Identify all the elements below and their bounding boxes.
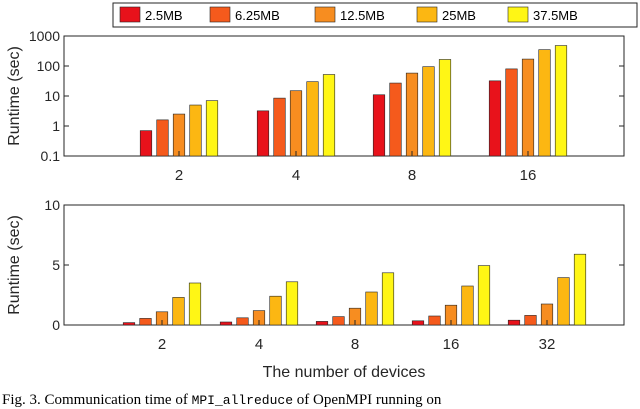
x-tick-label: 8 [351, 336, 359, 353]
bar [411, 320, 425, 326]
caption-prefix: Fig. 3. Communication time of [2, 392, 192, 408]
bar [139, 130, 153, 157]
legend-label: 2.5MB [145, 8, 183, 23]
bottom-y-ticks: 0 5 10 [44, 197, 624, 333]
y-tick-label: 1 [52, 118, 60, 134]
bottom-plot-frame [63, 204, 625, 326]
y-tick-label: 10 [44, 197, 60, 213]
bar [372, 94, 386, 157]
bar [573, 253, 587, 326]
legend-swatch [507, 6, 529, 23]
bar [461, 285, 474, 326]
bar [273, 97, 286, 157]
bar [365, 291, 378, 326]
bar [219, 321, 233, 326]
bar [521, 58, 535, 157]
legend-swatch [314, 6, 336, 23]
bar [306, 81, 319, 157]
x-tick-label: 16 [520, 167, 537, 184]
bar [122, 322, 136, 326]
bar [488, 80, 502, 157]
bar [554, 45, 568, 157]
bar [189, 104, 202, 157]
legend-label: 25MB [442, 8, 476, 23]
top-y-axis-label: Runtime (sec) [6, 46, 23, 146]
bar [538, 49, 551, 157]
y-tick-label: 100 [37, 58, 61, 74]
y-tick-label: 5 [52, 257, 60, 273]
x-tick-label: 4 [255, 336, 263, 353]
bar [405, 72, 419, 157]
legend-box [112, 2, 638, 28]
x-axis-label: The number of devices [263, 364, 426, 381]
bar [438, 59, 452, 157]
bar [507, 319, 521, 326]
legend: 2.5MB 6.25MB 12.5MB 25MB 37.5MB [112, 2, 638, 28]
bar [256, 110, 270, 157]
bottom-runtime-chart: 0 5 10 2 4 8 16 32 Runtime (sec) The number of… [6, 197, 625, 381]
top-y-ticks: 0.1 1 10 100 1000 [29, 28, 624, 164]
bar [315, 321, 329, 326]
legend-label: 37.5MB [533, 8, 578, 23]
bar [172, 113, 186, 157]
x-tick-label: 8 [408, 167, 416, 184]
bar [285, 281, 299, 326]
x-tick-label: 16 [443, 336, 460, 353]
legend-swatch [416, 6, 438, 23]
bar [236, 317, 249, 326]
bar [139, 318, 152, 326]
bar [188, 282, 202, 326]
bar [156, 119, 169, 157]
x-tick-label: 2 [175, 167, 183, 184]
x-tick-label: 4 [292, 167, 300, 184]
bar [428, 315, 441, 326]
bar [524, 315, 537, 326]
y-tick-label: 1000 [29, 28, 60, 44]
bar [172, 297, 185, 326]
bar [332, 316, 345, 326]
x-tick-label: 32 [539, 336, 556, 353]
caption-suffix: of OpenMPI running on [293, 392, 442, 408]
bar [269, 295, 282, 326]
bar [381, 272, 395, 326]
top-x-ticks: 2 4 8 16 [175, 151, 537, 184]
top-bars [139, 45, 568, 157]
figure-caption: Fig. 3. Communication time of MPI_allred… [2, 392, 640, 409]
bar [389, 82, 402, 157]
bottom-bars [122, 253, 587, 326]
legend-label: 6.25MB [235, 8, 280, 23]
bar [557, 277, 570, 326]
bar [289, 90, 303, 157]
bar [477, 265, 491, 326]
bottom-x-ticks: 2 4 8 16 32 [158, 320, 556, 353]
top-runtime-chart: 0.1 1 10 100 1000 2 4 8 16 Runtime (sec) [6, 28, 625, 184]
x-tick-label: 2 [158, 336, 166, 353]
caption-code: MPI_allreduce [191, 393, 293, 408]
legend-swatch [209, 6, 231, 23]
bar [322, 74, 336, 157]
legend-label: 12.5MB [340, 8, 385, 23]
bar [205, 100, 219, 157]
y-tick-label: 0.1 [41, 148, 61, 164]
y-tick-label: 10 [44, 88, 60, 104]
y-tick-label: 0 [52, 317, 60, 333]
bar [422, 66, 435, 157]
bottom-y-axis-label: Runtime (sec) [6, 215, 23, 315]
legend-swatch [119, 6, 141, 23]
bar [505, 68, 518, 157]
